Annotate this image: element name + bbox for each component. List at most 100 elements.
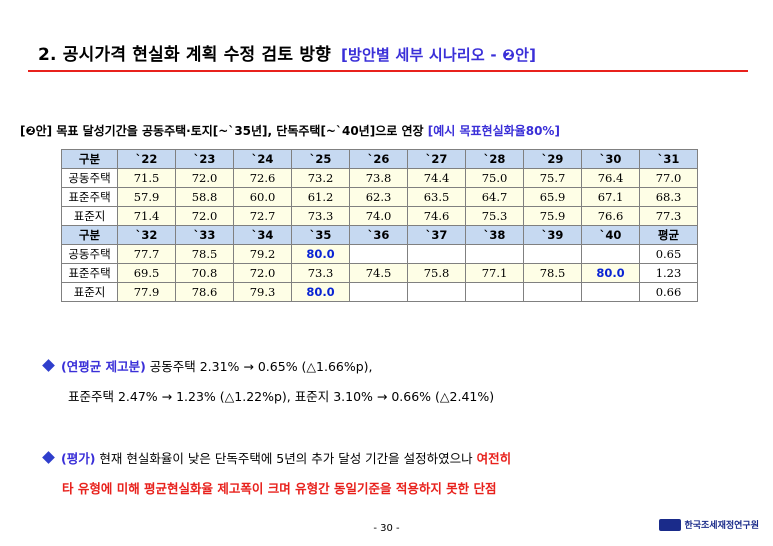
page-title: 2. 공시가격 현실화 계획 수정 검토 방향 [방안별 세부 시나리오 - ❷안… bbox=[38, 40, 536, 65]
table-header-row: 구분 `22 `23 `24 `25 `26 `27 `28 `29 `30 `31 bbox=[61, 149, 698, 169]
title-sub: [방안별 세부 시나리오 - ❷안] bbox=[341, 46, 537, 64]
table-cell: 0.66 bbox=[639, 282, 698, 302]
table-cell: 77.3 bbox=[639, 206, 698, 226]
table-cell: 77.7 bbox=[117, 244, 176, 264]
table-cell bbox=[523, 244, 582, 264]
table-cell: 73.2 bbox=[291, 168, 350, 188]
table-cell: 68.3 bbox=[639, 187, 698, 207]
table-cell bbox=[581, 244, 640, 264]
kipf-logo-icon bbox=[659, 518, 682, 531]
table-cell: 79.3 bbox=[233, 282, 292, 302]
table-cell: 63.5 bbox=[407, 187, 466, 207]
table-cell bbox=[349, 244, 408, 264]
table-cell bbox=[581, 282, 640, 302]
page-number: - 30 - bbox=[373, 523, 400, 534]
logo-text: 한국조세재정연구원 bbox=[684, 521, 759, 531]
title-main: 2. 공시가격 현실화 계획 수정 검토 방향 bbox=[38, 45, 331, 65]
diamond-bullet-icon bbox=[42, 451, 55, 464]
table-cell: 75.7 bbox=[523, 168, 582, 188]
table-cell bbox=[407, 244, 466, 264]
bullet2-line1: 현재 현실화율이 낮은 단독주택에 5년의 추가 달성 기간을 설정하였으나 bbox=[95, 451, 477, 466]
bullet2-line1-red: 여전히 bbox=[476, 451, 512, 466]
table-row: 표준지 71.4 72.0 72.7 73.3 74.0 74.6 75.3 75.9 76.6 7… bbox=[61, 206, 698, 226]
diamond-bullet-icon bbox=[42, 359, 55, 372]
table-header-cell: 구분 bbox=[61, 225, 118, 245]
table-cell: 80.0 bbox=[581, 263, 640, 283]
table-cell: 74.6 bbox=[407, 206, 466, 226]
table-cell: 76.4 bbox=[581, 168, 640, 188]
table-header-cell: `35 bbox=[291, 225, 350, 245]
table-row: 표준주택 69.5 70.8 72.0 73.3 74.5 75.8 77.1 78.5 80.0… bbox=[61, 263, 698, 283]
table-header-cell: `40 bbox=[581, 225, 640, 245]
table-cell: 78.5 bbox=[523, 263, 582, 283]
realization-rate-table: 구분 `22 `23 `24 `25 `26 `27 `28 `29 `30 `31 공동주택 71.5… bbox=[61, 149, 698, 302]
table-cell: 77.0 bbox=[639, 168, 698, 188]
table-header-cell: `36 bbox=[349, 225, 408, 245]
table-cell bbox=[523, 282, 582, 302]
bullet1-continuation: 표준주택 2.47% → 1.23% (△1.22%p), 표준지 3.10% … bbox=[68, 386, 494, 405]
table-header-cell: `23 bbox=[175, 149, 234, 169]
table-cell: 80.0 bbox=[291, 282, 350, 302]
bullet2-line2: 타 유형에 미해 평균현실화율 제고폭이 크며 유형간 동일기준을 적용하지 못… bbox=[62, 481, 497, 496]
table-header-cell: `29 bbox=[523, 149, 582, 169]
table-cell: 60.0 bbox=[233, 187, 292, 207]
table-cell: 73.8 bbox=[349, 168, 408, 188]
table-header-cell: `37 bbox=[407, 225, 466, 245]
table-cell: 80.0 bbox=[291, 244, 350, 264]
table-cell: 71.4 bbox=[117, 206, 176, 226]
row-label: 표준주택 bbox=[61, 187, 118, 207]
table-header-cell: `31 bbox=[639, 149, 698, 169]
table-cell bbox=[465, 244, 524, 264]
table-cell: 75.8 bbox=[407, 263, 466, 283]
bullet1-label: (연평균 제고분) bbox=[61, 359, 146, 374]
table-cell: 73.3 bbox=[291, 263, 350, 283]
table-cell: 73.3 bbox=[291, 206, 350, 226]
table-cell: 78.6 bbox=[175, 282, 234, 302]
table-cell: 69.5 bbox=[117, 263, 176, 283]
table-cell: 65.9 bbox=[523, 187, 582, 207]
caption-highlight: [예시 목표현실화율80%] bbox=[427, 124, 560, 138]
table-header-cell: 구분 bbox=[61, 149, 118, 169]
table-header-cell: `38 bbox=[465, 225, 524, 245]
title-divider bbox=[28, 70, 748, 72]
table-header-cell: `26 bbox=[349, 149, 408, 169]
table-cell: 72.6 bbox=[233, 168, 292, 188]
table-caption: [❷안] 목표 달성기간을 공동주택·토지[~`35년], 단독주택[~`40년… bbox=[20, 122, 560, 139]
table-cell: 61.2 bbox=[291, 187, 350, 207]
table-cell: 74.5 bbox=[349, 263, 408, 283]
table-cell: 71.5 bbox=[117, 168, 176, 188]
table-header-cell: `25 bbox=[291, 149, 350, 169]
bullet1-line1: 공동주택 2.31% → 0.65% (△1.66%p), bbox=[145, 359, 373, 374]
row-label: 표준지 bbox=[61, 206, 118, 226]
table-cell bbox=[465, 282, 524, 302]
caption-text: [❷안] 목표 달성기간을 공동주택·토지[~`35년], 단독주택[~`40년… bbox=[20, 124, 424, 138]
table-header-cell: `39 bbox=[523, 225, 582, 245]
table-cell: 79.2 bbox=[233, 244, 292, 264]
table-cell: 77.1 bbox=[465, 263, 524, 283]
table-row: 표준지 77.9 78.6 79.3 80.0 0.66 bbox=[61, 282, 698, 302]
table-header-cell: `34 bbox=[233, 225, 292, 245]
row-label: 공동주택 bbox=[61, 168, 118, 188]
table-cell: 72.0 bbox=[175, 206, 234, 226]
row-label: 표준주택 bbox=[61, 263, 118, 283]
table-cell: 67.1 bbox=[581, 187, 640, 207]
table-cell: 70.8 bbox=[175, 263, 234, 283]
table-cell: 75.0 bbox=[465, 168, 524, 188]
table-cell: 78.5 bbox=[175, 244, 234, 264]
table-header-cell: `30 bbox=[581, 149, 640, 169]
table-header-cell: 평균 bbox=[639, 225, 698, 245]
institute-logo: 한국조세재정연구원 bbox=[659, 518, 759, 531]
table-header-row: 구분 `32 `33 `34 `35 `36 `37 `38 `39 `40 평균 bbox=[61, 225, 698, 245]
table-row: 표준주택 57.9 58.8 60.0 61.2 62.3 63.5 64.7 65.9 67.1… bbox=[61, 187, 698, 207]
table-cell: 75.3 bbox=[465, 206, 524, 226]
table-cell bbox=[349, 282, 408, 302]
table-cell: 72.0 bbox=[233, 263, 292, 283]
table-header-cell: `27 bbox=[407, 149, 466, 169]
table-cell: 0.65 bbox=[639, 244, 698, 264]
table-cell: 62.3 bbox=[349, 187, 408, 207]
table-cell: 74.0 bbox=[349, 206, 408, 226]
table-header-cell: `24 bbox=[233, 149, 292, 169]
table-cell: 72.7 bbox=[233, 206, 292, 226]
table-cell: 76.6 bbox=[581, 206, 640, 226]
table-cell: 77.9 bbox=[117, 282, 176, 302]
